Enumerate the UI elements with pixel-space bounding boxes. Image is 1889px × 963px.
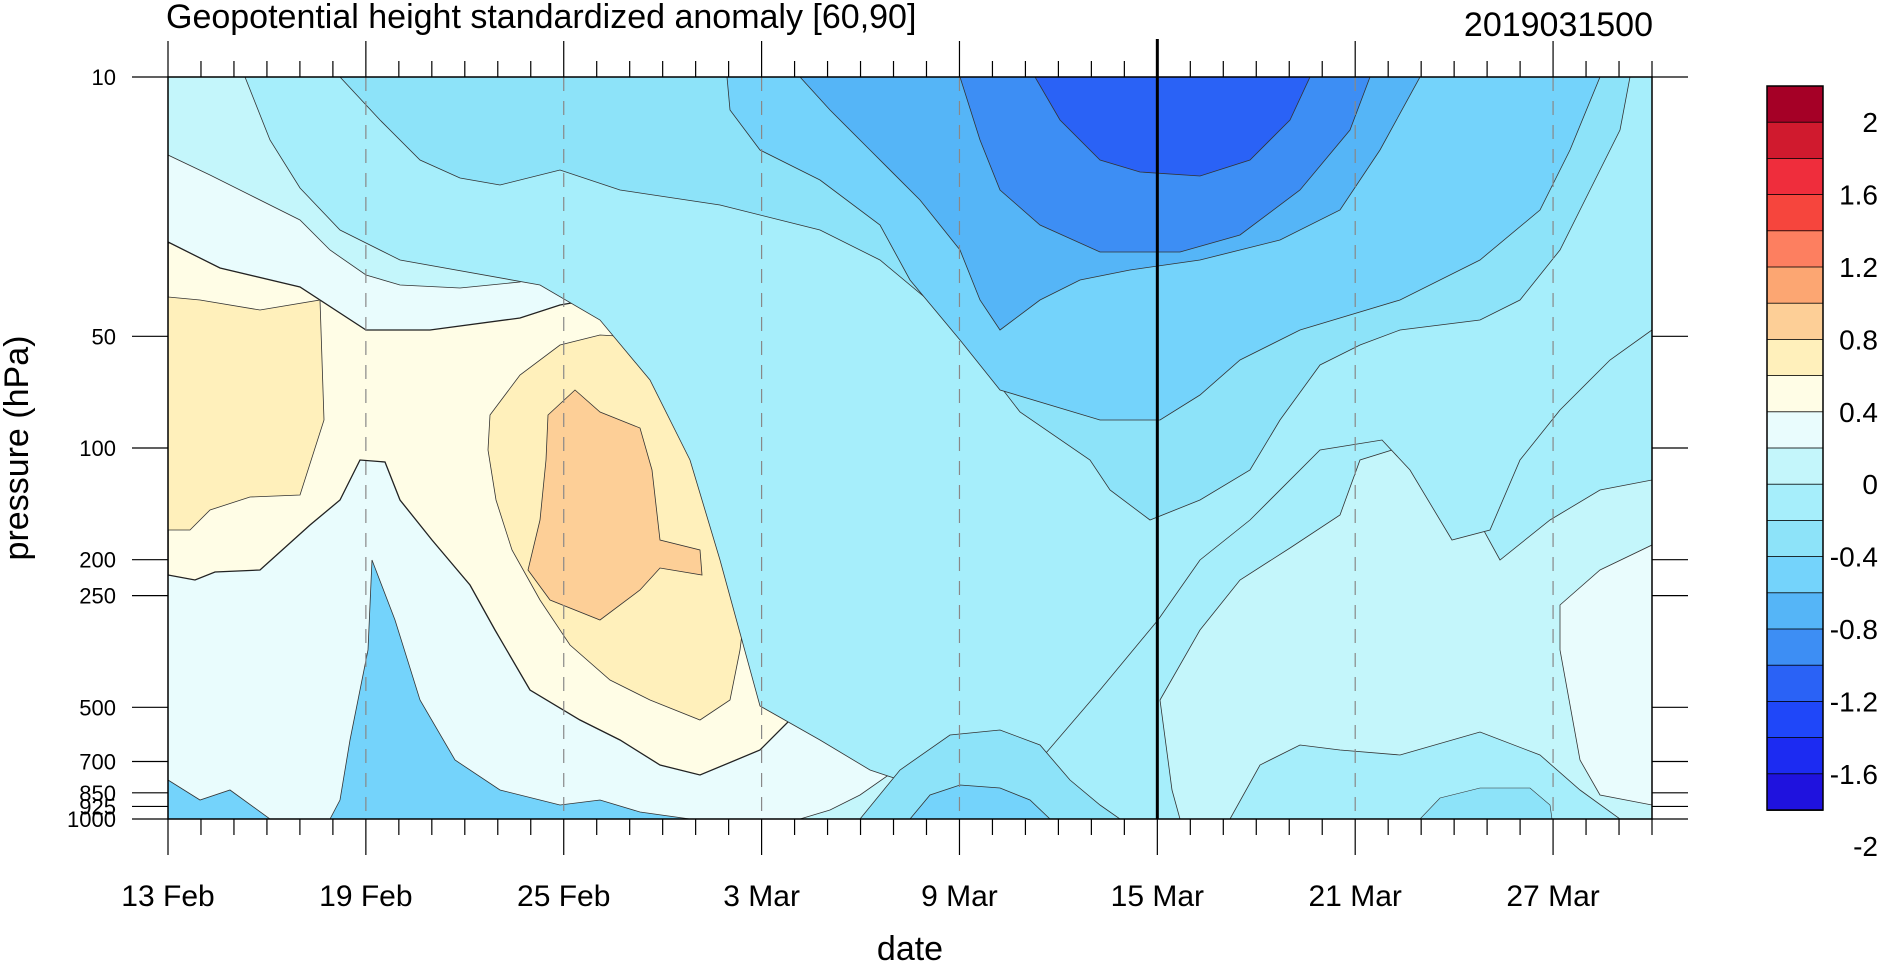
x-gridlines (365, 77, 1554, 819)
contour-region-neg10-lower (168, 779, 271, 819)
colorbar-label: -0.8 (1830, 614, 1878, 645)
colorbar: 2 1.6 1.2 0.8 0.4 0 -0.4 -0.8 -1.2 -1.6 -2 (1766, 85, 1878, 862)
contour-region-neg10-bottom-center (909, 784, 1051, 819)
colorbar-swatch (1766, 701, 1824, 739)
y-tick-label: 925 (79, 794, 116, 819)
colorbar-swatch (1766, 121, 1824, 160)
colorbar-swatch (1766, 773, 1824, 811)
colorbar-swatch (1766, 628, 1824, 667)
x-tick-label: 9 Mar (921, 880, 998, 913)
x-tick-label: 19 Feb (319, 880, 412, 913)
colorbar-swatch (1766, 230, 1824, 268)
y-tick-label: 50 (92, 324, 116, 349)
y-axis-label: pressure (hPa) (0, 336, 36, 561)
colorbar-swatch (1766, 483, 1824, 522)
colorbar-label: -2 (1853, 831, 1878, 862)
y-tick-label: 850 (79, 781, 116, 806)
colorbar-label: -0.4 (1830, 542, 1878, 573)
colorbar-label: 0 (1862, 469, 1878, 500)
y-tick-label: 500 (79, 695, 116, 720)
colorbar-frame (1766, 85, 1824, 811)
colorbar-swatch (1766, 411, 1824, 449)
colorbar-swatch (1766, 375, 1824, 413)
colorbar-swatch (1766, 447, 1824, 486)
contour-region-neg08-bottom-center (859, 729, 1121, 819)
contour-region-neg08-bottom-right (1419, 787, 1553, 819)
y-tick-label: 1000 (67, 807, 116, 832)
contour-region-pos06-center (527, 389, 703, 621)
colorbar-swatch (1766, 85, 1824, 124)
contour-region-neg16-upper (1034, 77, 1311, 177)
x-axis: 13 Feb 19 Feb 25 Feb 3 Mar 9 Mar 15 Mar 21 Mar… (121, 41, 1653, 913)
colorbar-swatch (1766, 556, 1824, 594)
y-tick-label: 700 (79, 750, 116, 775)
colorbar-swatch (1766, 520, 1824, 558)
colorbar-swatch (1766, 194, 1824, 232)
chart-date-label: 2019031500 (1464, 6, 1653, 44)
colorbar-swatch (1766, 664, 1824, 703)
contour-fill-layer (168, 77, 1652, 819)
colorbar-swatch (1766, 737, 1824, 775)
x-tick-label: 27 Mar (1506, 880, 1599, 913)
colorbar-label: 0.8 (1839, 324, 1878, 355)
colorbar-swatch (1766, 338, 1824, 377)
contour-region-neg02-right (1559, 544, 1652, 806)
y-tick-label: 10 (92, 65, 116, 90)
contour-region-pos04-left (168, 296, 325, 531)
colorbar-swatch (1766, 157, 1824, 196)
x-tick-label: 13 Feb (121, 880, 214, 913)
x-tick-label: 25 Feb (517, 880, 610, 913)
colorbar-label: 1.2 (1839, 252, 1878, 283)
colorbar-label: 2 (1862, 107, 1878, 138)
colorbar-swatch (1766, 302, 1824, 341)
y-tick-label: 250 (79, 584, 116, 609)
colorbar-label: -1.6 (1830, 759, 1878, 790)
x-tick-label: 3 Mar (723, 880, 800, 913)
y-tick-label: 100 (79, 436, 116, 461)
x-tick-label: 21 Mar (1309, 880, 1402, 913)
chart-title: Geopotential height standardized anomaly… (166, 0, 916, 36)
colorbar-label: 0.4 (1839, 397, 1878, 428)
colorbar-swatch (1766, 266, 1824, 305)
colorbar-label: -1.2 (1830, 686, 1878, 717)
colorbar-swatch (1766, 592, 1824, 630)
contour-region-neg10-mid-bottom (329, 559, 691, 819)
x-axis-label: date (877, 930, 943, 963)
y-tick-label: 200 (79, 548, 116, 573)
colorbar-label: 1.6 (1839, 180, 1878, 211)
x-tick-label: 15 Mar (1111, 880, 1204, 913)
